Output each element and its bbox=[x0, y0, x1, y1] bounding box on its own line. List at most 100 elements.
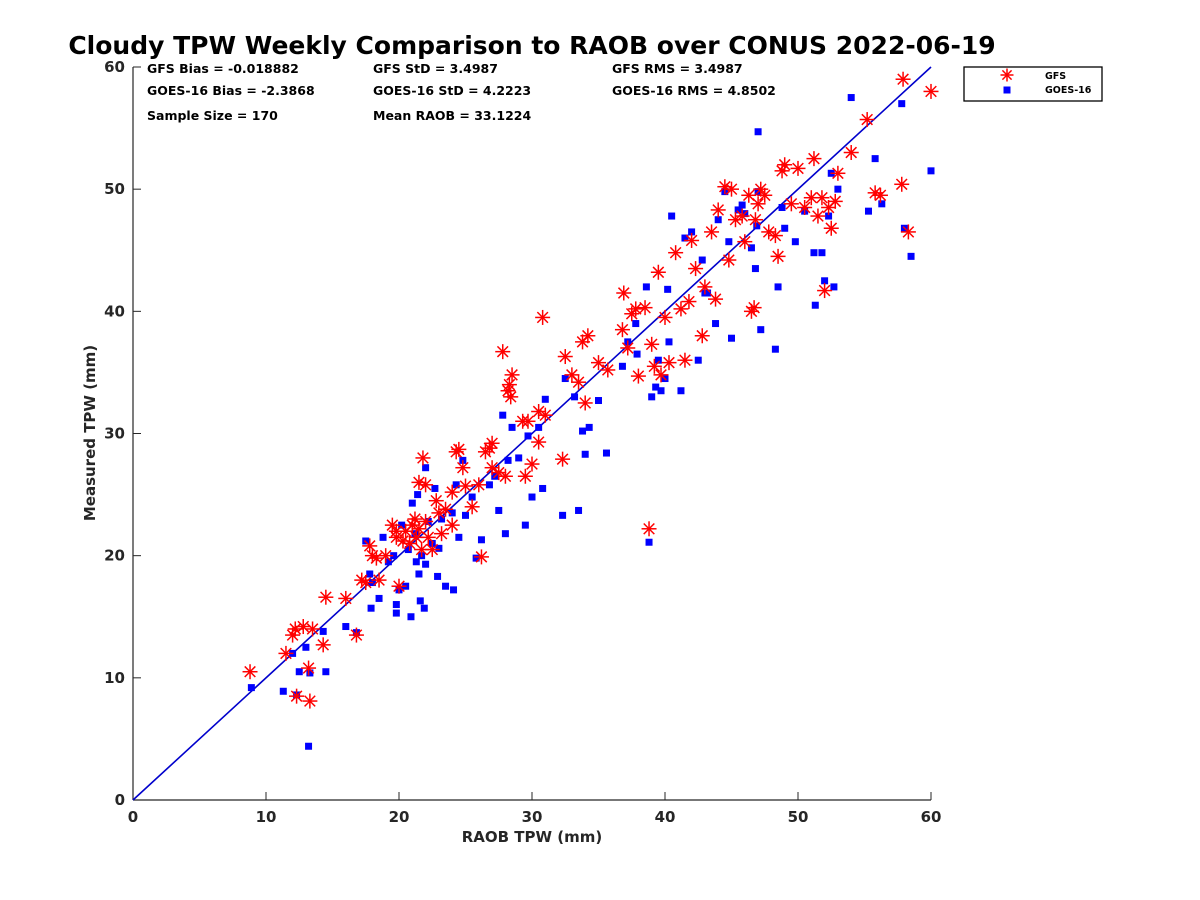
gfs-point bbox=[747, 212, 763, 228]
gfs-point bbox=[348, 627, 364, 643]
goes16-point bbox=[524, 432, 532, 440]
goes16-point bbox=[751, 265, 759, 273]
goes16-point bbox=[434, 572, 442, 580]
gfs-point bbox=[774, 163, 790, 179]
x-tick-label: 30 bbox=[522, 808, 543, 826]
gfs-point bbox=[302, 693, 318, 709]
goes16-point bbox=[714, 216, 722, 224]
stat-sample-size: Sample Size = 170 bbox=[147, 108, 278, 123]
gfs-point bbox=[668, 245, 684, 261]
goes16-point bbox=[645, 538, 653, 546]
goes16-point bbox=[559, 511, 567, 519]
gfs-point bbox=[644, 336, 660, 352]
gfs-point bbox=[821, 199, 837, 215]
gfs-point bbox=[894, 176, 910, 192]
gfs-point bbox=[501, 377, 517, 393]
goes16-point bbox=[422, 560, 430, 568]
gfs-point bbox=[495, 344, 511, 360]
goes16-point bbox=[728, 334, 735, 342]
gfs-point bbox=[681, 294, 697, 310]
stat-gfs-std: GFS StD = 3.4987 bbox=[373, 61, 498, 76]
gfs-point bbox=[428, 493, 444, 509]
goes16-point bbox=[539, 484, 547, 492]
goes16-point bbox=[408, 499, 416, 507]
gfs-point bbox=[620, 340, 636, 356]
gfs-point bbox=[721, 252, 737, 268]
goes16-point bbox=[688, 228, 696, 236]
goes16-point bbox=[420, 604, 428, 612]
y-tick-label: 60 bbox=[104, 58, 125, 76]
gfs-point bbox=[371, 572, 387, 588]
gfs-point bbox=[362, 538, 378, 554]
gfs-point bbox=[580, 328, 596, 344]
goes16-point bbox=[462, 511, 469, 519]
goes16-point bbox=[704, 289, 712, 297]
legend-gfs-marker bbox=[1000, 68, 1014, 82]
goes16-point bbox=[847, 94, 855, 102]
gfs-point bbox=[814, 190, 830, 206]
gfs-point bbox=[414, 542, 430, 558]
gfs-point bbox=[677, 352, 693, 368]
goes16-point bbox=[581, 450, 589, 458]
goes16-point bbox=[657, 387, 665, 395]
gfs-point bbox=[378, 548, 394, 564]
goes16-point bbox=[392, 601, 400, 609]
gfs-point bbox=[737, 234, 753, 250]
gfs-point bbox=[872, 187, 888, 203]
goes16-point bbox=[508, 423, 516, 431]
gfs-point bbox=[803, 190, 819, 206]
gfs-point bbox=[473, 549, 489, 565]
goes16-point bbox=[379, 533, 387, 541]
goes16-point bbox=[771, 345, 779, 353]
goes16-point bbox=[677, 387, 685, 395]
stat-gfs-rms: GFS RMS = 3.4987 bbox=[612, 61, 743, 76]
gfs-point bbox=[923, 83, 939, 99]
gfs-point bbox=[750, 196, 766, 212]
gfs-point bbox=[301, 660, 317, 676]
goes16-point bbox=[515, 454, 523, 462]
gfs-point bbox=[420, 529, 436, 545]
gfs-point bbox=[305, 621, 321, 637]
goes16-point bbox=[561, 375, 569, 383]
legend-gfs-asterisk bbox=[1000, 68, 1014, 82]
gfs-point bbox=[688, 261, 704, 277]
goes16-point bbox=[535, 423, 543, 431]
goes16-point bbox=[305, 742, 313, 750]
reference-line-layer bbox=[132, 66, 932, 801]
goes16-point bbox=[295, 668, 303, 676]
y-tick-label: 30 bbox=[104, 425, 125, 443]
goes16-point bbox=[747, 244, 755, 252]
legend-goes-marker bbox=[1003, 86, 1011, 94]
gfs-point bbox=[289, 688, 305, 704]
gfs-point bbox=[746, 300, 762, 316]
goes16-point bbox=[367, 604, 375, 612]
goes16-point bbox=[438, 515, 446, 523]
goes16-point bbox=[811, 301, 819, 309]
x-tick-label: 10 bbox=[256, 808, 277, 826]
x-tick-label: 60 bbox=[921, 808, 942, 826]
gfs-point bbox=[650, 264, 666, 280]
gfs-point bbox=[777, 157, 793, 173]
gfs-point bbox=[710, 202, 726, 218]
gfs-point bbox=[455, 460, 471, 476]
gfs-point bbox=[694, 328, 710, 344]
scatter-points bbox=[242, 71, 939, 750]
stat-gfs-bias: GFS Bias = -0.018882 bbox=[147, 61, 299, 76]
goes16-point bbox=[375, 594, 383, 602]
gfs-point bbox=[697, 279, 713, 295]
gfs-point bbox=[318, 589, 334, 605]
gfs-point bbox=[630, 368, 646, 384]
goes16-point bbox=[664, 285, 672, 293]
gfs-point bbox=[415, 450, 431, 466]
gfs-point bbox=[661, 355, 677, 371]
gfs-point bbox=[767, 228, 783, 244]
gfs-point bbox=[797, 199, 813, 215]
gfs-point bbox=[295, 619, 311, 635]
goes16-point bbox=[632, 320, 640, 328]
goes16-point bbox=[681, 234, 689, 242]
goes16-point bbox=[757, 326, 765, 334]
gfs-point bbox=[806, 151, 822, 167]
legend: GFS GOES-16 bbox=[963, 66, 1103, 102]
goes16-point bbox=[528, 493, 536, 501]
gfs-point bbox=[524, 456, 540, 472]
